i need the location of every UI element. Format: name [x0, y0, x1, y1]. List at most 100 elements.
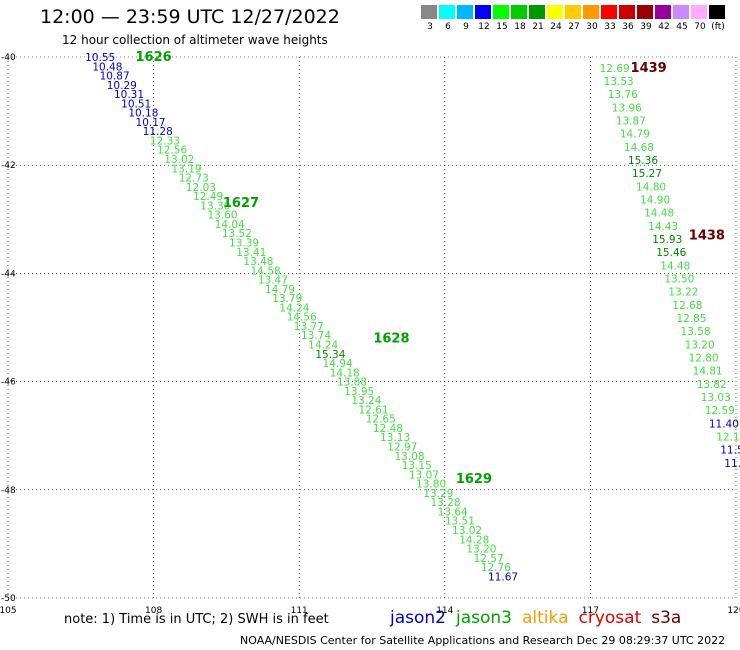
wave-height-label: 11.40	[709, 418, 739, 430]
wave-height-label: 13.60	[207, 210, 237, 222]
wave-height-label: 13.02	[164, 154, 194, 166]
footer-credit: NOAA/NESDIS Center for Satellite Applica…	[240, 634, 726, 647]
wave-height-label: 13.48	[243, 256, 273, 268]
scale-swatch	[565, 5, 581, 19]
scale-swatch	[709, 5, 725, 19]
wave-height-label: 13.02	[452, 525, 482, 537]
wave-height-label: 13.87	[616, 115, 646, 127]
satellite-legend-entry: cryosat	[578, 608, 642, 628]
scale-swatch	[691, 5, 707, 19]
scale-label: 21	[532, 22, 544, 32]
wave-height-label: 13.88	[337, 377, 367, 389]
scale-label: 45	[676, 22, 688, 32]
scale-label: 9	[463, 22, 469, 32]
scale-swatch	[637, 5, 653, 19]
scale-label: (ft)	[711, 22, 725, 32]
wave-height-label: 14.80	[636, 181, 666, 193]
scale-swatch	[511, 5, 527, 19]
wave-height-label: 13.13	[380, 432, 410, 444]
wave-height-label: 14.18	[330, 367, 360, 379]
wave-height-label: 12.48	[373, 423, 403, 435]
wave-height-label: 14.24	[308, 340, 338, 352]
satellite-legend-entry: altika	[522, 608, 569, 628]
wave-height-label: 15.27	[632, 168, 662, 180]
wave-height-label: 13.51	[445, 516, 475, 528]
wave-height-label: 13.07	[409, 469, 439, 481]
wave-height-label: 14.43	[648, 221, 678, 233]
wave-height-label: 13.15	[402, 460, 432, 472]
scale-label: 33	[604, 22, 616, 32]
track-id-label: 1628	[373, 331, 409, 346]
wave-height-label: 10.17	[136, 117, 166, 129]
wave-height-label: 11.28	[143, 126, 173, 138]
y-tick-label: -40	[1, 53, 16, 63]
wave-height-label: 11.5	[720, 445, 740, 457]
scale-swatch	[475, 5, 491, 19]
wave-height-label: 12.73	[179, 173, 209, 185]
wave-height-label: 14.48	[660, 260, 690, 272]
wave-height-label: 14.94	[323, 358, 353, 370]
scale-swatch	[655, 5, 671, 19]
wave-height-label: 13.39	[229, 237, 259, 249]
wave-height-label: 13.80	[416, 479, 446, 491]
y-tick-label: -48	[1, 486, 16, 496]
scale-swatch	[601, 5, 617, 19]
wave-height-label: 13.47	[258, 275, 288, 287]
wave-height-label: 10.48	[92, 61, 122, 73]
scale-label: 6	[445, 22, 451, 32]
x-tick-label: 111	[291, 606, 308, 616]
x-tick-label: 114	[436, 606, 453, 616]
wave-height-label: 12.80	[689, 352, 719, 364]
wave-height-label: 13.20	[466, 544, 496, 556]
scale-swatch	[457, 5, 473, 19]
wave-height-label: 12.03	[186, 182, 216, 194]
scale-swatch	[421, 5, 437, 19]
track-id-label: 1626	[136, 50, 172, 65]
track-id-label: 1439	[631, 61, 667, 76]
wave-height-label: 13.30	[200, 200, 230, 212]
wave-height-label: 12.69	[600, 63, 630, 75]
scale-label: 42	[658, 22, 670, 32]
wave-height-label: 12.76	[481, 562, 511, 574]
wave-height-label: 12.33	[150, 135, 180, 147]
wave-height-label: 12.61	[359, 404, 389, 416]
wave-height-label: 13.29	[423, 488, 453, 500]
x-tick-label: 117	[582, 606, 599, 616]
wave-height-label: 14.81	[693, 366, 723, 378]
wave-height-label: 13.03	[701, 392, 731, 404]
scale-swatch	[619, 5, 635, 19]
wave-height-label: 12.49	[193, 191, 223, 203]
track-id-label: 1627	[223, 196, 259, 211]
scale-swatch	[673, 5, 689, 19]
wave-height-label: 13.76	[608, 89, 638, 101]
wave-height-label: 13.50	[664, 273, 694, 285]
scale-label: 12	[478, 22, 490, 32]
wave-height-label: 13.52	[222, 228, 252, 240]
wave-height-label: 12.57	[474, 553, 504, 565]
chart-subtitle: 12 hour collection of altimeter wave hei…	[62, 33, 328, 47]
units-note: note: 1) Time is in UTC; 2) SWH is in fe…	[64, 612, 329, 627]
wave-height-label: 12.68	[672, 300, 702, 312]
wave-height-label: 11.2	[724, 458, 740, 470]
wave-height-label: 15.93	[652, 234, 682, 246]
wave-height-label: 10.31	[114, 89, 144, 101]
x-tick-label: 105	[0, 606, 17, 616]
wave-height-label: 10.87	[100, 71, 130, 83]
wave-height-label: 14.04	[215, 219, 245, 231]
y-tick-label: -44	[1, 269, 16, 279]
wave-height-label: 12.1	[716, 431, 739, 443]
track-id-label: 1629	[456, 472, 492, 487]
wave-height-label: 10.18	[128, 108, 158, 120]
wave-height-label: 13.41	[236, 247, 266, 259]
wave-height-label: 13.19	[172, 163, 202, 175]
wave-height-label: 13.22	[668, 287, 698, 299]
scale-label: 70	[694, 22, 706, 32]
y-tick-label: -42	[1, 161, 16, 171]
wave-height-label: 15.46	[656, 247, 686, 259]
wave-height-label: 15.34	[315, 349, 345, 361]
wave-height-label: 13.74	[301, 330, 331, 342]
scale-label: 18	[514, 22, 526, 32]
wave-height-label: 13.95	[344, 386, 374, 398]
y-tick-label: -46	[1, 378, 16, 388]
